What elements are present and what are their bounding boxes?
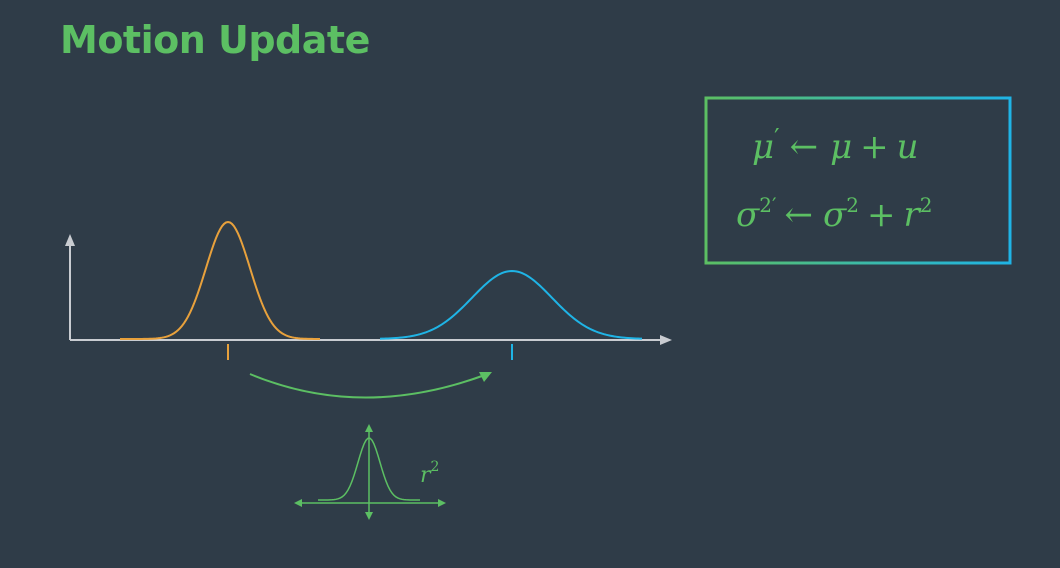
noise-label: r2 [420, 459, 439, 488]
prior-gaussian-curve [120, 220, 321, 340]
eq1-plus: + [860, 127, 889, 167]
equation-line-2: σ2′ ← σ2 + r2 [736, 193, 932, 235]
eq2-rhs-a: σ [823, 195, 847, 235]
eq2-rhs-b-sup: 2 [920, 193, 933, 217]
equation-line-1: μ′ ← μ + u [752, 124, 919, 167]
shift-arrow [249, 372, 492, 399]
eq1-arrow: ← [790, 127, 819, 167]
eq1-rhs-a: μ [830, 127, 852, 167]
eq2-plus: + [867, 195, 896, 235]
x-axis-arrowhead [660, 335, 672, 345]
eq2-rhs-b: r [903, 195, 921, 235]
posterior-gaussian-curve [379, 269, 643, 340]
equation-box [704, 96, 1012, 265]
eq2-lhs-sup: 2′ [759, 193, 777, 217]
eq2-lhs: σ [736, 195, 760, 235]
eq1-prime: ′ [774, 124, 779, 152]
y-axis-arrowhead [65, 234, 75, 246]
noise-label-base: r [420, 463, 432, 488]
eq1-lhs: μ [752, 127, 774, 167]
page-title: Motion Update [60, 18, 370, 62]
eq1-rhs-b: u [897, 127, 919, 167]
noise-label-sup: 2 [431, 459, 440, 475]
noise-gaussian-icon [294, 424, 446, 520]
eq2-rhs-a-sup: 2 [846, 193, 859, 217]
main-axes [65, 234, 672, 345]
eq2-arrow: ← [784, 195, 813, 235]
